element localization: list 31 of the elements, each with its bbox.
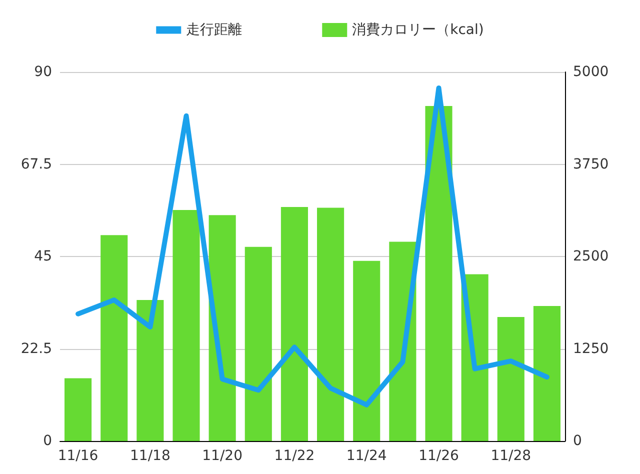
y2-tick-label: 3750 [573,156,609,172]
y-tick-label: 90 [34,64,52,80]
bar [533,306,560,441]
x-tick-label: 11/20 [202,448,242,464]
y2-tick-label: 1250 [573,340,609,357]
y-tick-label: 22.5 [20,340,52,357]
bar [244,246,272,441]
y2-tick-label: 2500 [573,248,609,264]
x-tick-label: 11/26 [418,448,460,464]
bar [208,215,236,441]
x-tick-label: 11/18 [130,448,170,464]
y-tick-label: 0 [43,433,52,449]
y2-tick-label: 5000 [573,64,609,80]
legend-label: 消費カロリー（kcal) [352,22,484,38]
x-tick-label: 11/24 [346,448,387,464]
bar [280,207,308,441]
bar [100,235,128,441]
bar [497,317,524,441]
x-tick-label: 11/28 [490,448,532,464]
bar [353,260,380,441]
y2-tick-label: 0 [573,433,582,449]
y-tick-label: 45 [34,248,52,264]
bar [64,378,92,441]
bar [172,210,200,441]
x-tick-label: 11/16 [58,448,98,464]
bar [425,106,452,441]
x-tick-label: 11/22 [274,448,315,464]
y-tick-label: 67.5 [20,156,52,172]
bar [136,300,164,441]
bar [317,208,344,441]
legend-label: 走行距離 [186,22,242,38]
